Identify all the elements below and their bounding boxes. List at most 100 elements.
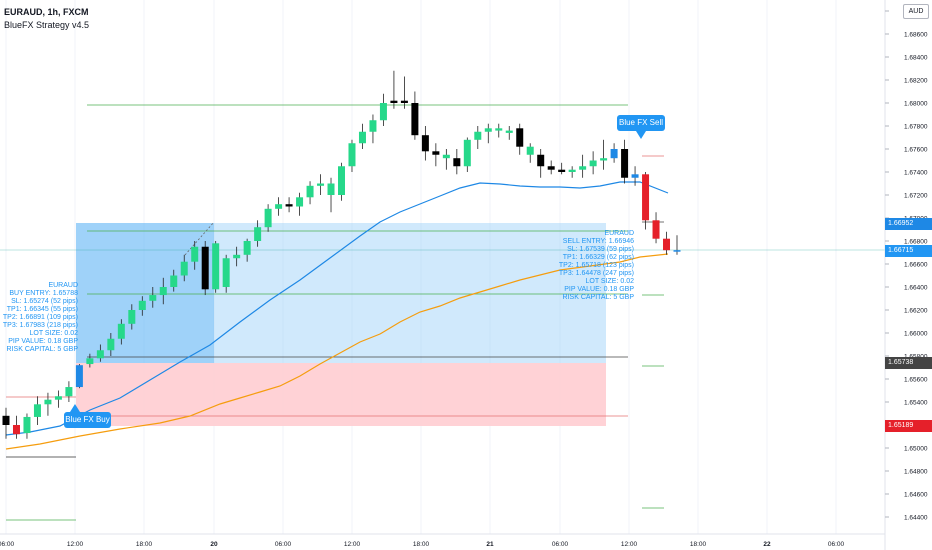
candle-body[interactable] — [495, 128, 503, 131]
candle-body[interactable] — [54, 396, 62, 400]
candle-body[interactable] — [442, 154, 450, 159]
buy-arrow-icon — [70, 404, 80, 412]
price-tick-label: 1.65800 — [904, 354, 928, 361]
candle-body[interactable] — [117, 323, 125, 339]
info-line: TP2: 1.66891 (109 pips) — [2, 314, 78, 321]
candle-body[interactable] — [159, 287, 167, 296]
candle-body[interactable] — [453, 158, 461, 167]
candle-body[interactable] — [65, 387, 73, 397]
candle-body[interactable] — [369, 120, 377, 132]
candle-body[interactable] — [463, 139, 471, 167]
candle-body[interactable] — [558, 169, 566, 172]
time-tick-label: 06:00 — [275, 541, 292, 548]
sell-arrow-icon — [636, 131, 646, 139]
candle-body[interactable] — [23, 416, 31, 434]
candle-body[interactable] — [128, 310, 136, 324]
price-tick-label: 1.65600 — [904, 377, 928, 384]
candle-body[interactable] — [390, 100, 398, 103]
candle-body[interactable] — [610, 149, 618, 159]
info-line: TP1: 1.66345 (55 pips) — [6, 306, 78, 313]
time-tick-label: 21 — [486, 541, 494, 548]
candle-body[interactable] — [233, 254, 241, 259]
candle-body[interactable] — [474, 131, 482, 140]
info-line: RISK CAPITAL: 5 GBP — [6, 346, 78, 353]
candle-body[interactable] — [526, 146, 534, 155]
candle-body[interactable] — [306, 185, 314, 198]
candle-body[interactable] — [222, 258, 230, 287]
buy-info-panel: EURAUD BUY ENTRY: 1.65788 SL: 1.65274 (52 … — [3, 282, 78, 354]
time-tick-label: 12:00 — [344, 541, 361, 548]
candle-body[interactable] — [600, 158, 608, 161]
price-tick-label: 1.66800 — [904, 239, 928, 246]
candle-body[interactable] — [2, 415, 10, 425]
price-tick-label: 1.67600 — [904, 147, 928, 154]
info-line: SELL ENTRY: 1.66946 — [562, 238, 634, 245]
candle-body[interactable] — [138, 300, 146, 310]
candle-body[interactable] — [505, 130, 513, 133]
ma-orange-line — [5, 253, 669, 450]
candle-body[interactable] — [400, 100, 408, 103]
candle-body[interactable] — [201, 246, 209, 290]
candle-body[interactable] — [191, 246, 199, 262]
candle-body[interactable] — [149, 295, 157, 301]
candle-body[interactable] — [170, 275, 178, 288]
candle-body[interactable] — [107, 338, 115, 351]
candle-body[interactable] — [411, 103, 419, 136]
candle-body[interactable] — [379, 103, 387, 121]
buy-profit-zone-strong — [76, 223, 214, 363]
time-tick-label: 06:00 — [828, 541, 845, 548]
candle-body[interactable] — [537, 154, 545, 167]
buy-loss-zone — [76, 363, 606, 426]
candle-body[interactable] — [275, 204, 283, 209]
candle-body[interactable] — [642, 174, 650, 221]
candle-body[interactable] — [327, 183, 335, 196]
time-tick-label: 12:00 — [621, 541, 638, 548]
candle-body[interactable] — [652, 220, 660, 239]
candle-body[interactable] — [568, 169, 576, 172]
candle-body[interactable] — [673, 250, 681, 252]
candle-body[interactable] — [180, 261, 188, 276]
candle-body[interactable] — [621, 149, 629, 178]
blue-fx-sell-label[interactable]: Blue FX Sell — [617, 115, 665, 131]
candle-body[interactable] — [589, 160, 597, 167]
candle-body[interactable] — [86, 358, 94, 365]
candle-body[interactable] — [44, 399, 52, 405]
candle-body[interactable] — [264, 208, 272, 228]
candle-body[interactable] — [33, 404, 41, 417]
info-line: TP3: 1.67983 (218 pips) — [2, 322, 78, 329]
candle-body[interactable] — [212, 243, 220, 290]
indicator-title[interactable]: BlueFX Strategy v4.5 — [4, 20, 90, 30]
candle-body[interactable] — [96, 350, 104, 359]
price-tick-label: 1.65000 — [904, 446, 928, 453]
chart-header: EURAUD, 1h, FXCM BlueFX Strategy v4.5 — [4, 6, 89, 32]
candle-body[interactable] — [421, 135, 429, 152]
candle-body[interactable] — [296, 197, 304, 207]
candle-body[interactable] — [579, 166, 587, 170]
time-tick-label: 18:00 — [690, 541, 707, 548]
price-tick-label: 1.64400 — [904, 515, 928, 522]
candle-body[interactable] — [432, 151, 440, 155]
price-marker-label: 1.66952 — [885, 217, 932, 230]
price-tick-label: 1.68400 — [904, 55, 928, 62]
candle-body[interactable] — [243, 241, 251, 255]
candle-body[interactable] — [75, 365, 83, 388]
candle-body[interactable] — [338, 166, 345, 195]
currency-badge[interactable]: AUD — [903, 4, 929, 19]
candle-body[interactable] — [358, 131, 366, 144]
candle-body[interactable] — [663, 238, 671, 251]
price-marker-label: 1.65738 — [885, 357, 932, 370]
symbol-title[interactable]: EURAUD, 1h, FXCM — [4, 7, 89, 17]
candle-body[interactable] — [254, 227, 262, 241]
ma-blue-line — [5, 181, 669, 436]
candle-body[interactable] — [547, 166, 555, 170]
time-axis[interactable]: 06:00 12:00 18:00 20 06:00 12:00 18:00 21 06:00 1… — [0, 541, 845, 548]
candle-body[interactable] — [348, 143, 356, 167]
candle-body[interactable] — [631, 174, 639, 178]
candle-body[interactable] — [317, 183, 325, 186]
candle-body[interactable] — [516, 128, 524, 147]
candle-body[interactable] — [12, 425, 20, 435]
blue-fx-buy-label[interactable]: Blue FX Buy — [64, 412, 111, 428]
candle-body[interactable] — [285, 204, 293, 207]
candle-body[interactable] — [484, 128, 492, 132]
